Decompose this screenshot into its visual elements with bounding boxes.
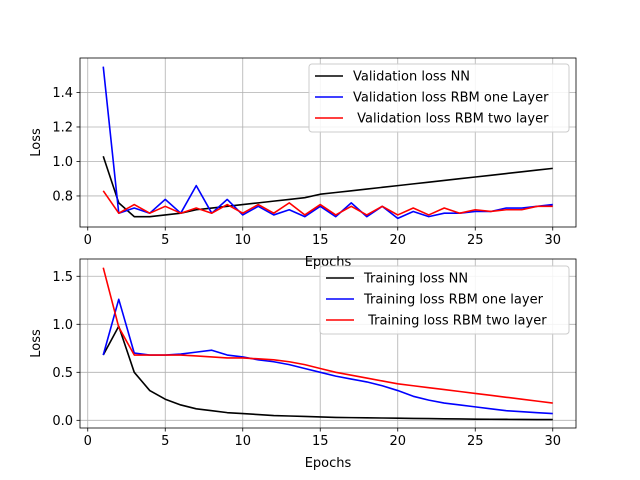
chart-1-legend: Validation loss NN Validation loss RBM on… bbox=[308, 63, 570, 133]
chart-2: 0 5 10 15 20 25 30 0.0 0.5 1.0 1.5 Epochs Loss Traini… bbox=[29, 258, 577, 471]
chart-1-series-line-3 bbox=[102, 190, 553, 216]
chart-2-y-tick-label: 0.0 bbox=[52, 414, 73, 429]
chart-1-legend-label-2: Validation loss RBM one Layer bbox=[353, 91, 549, 106]
chart-2-y-tick-label: 0.5 bbox=[52, 366, 73, 381]
chart-2-x-axis-label: Epochs bbox=[305, 456, 352, 471]
chart-2-x-tick-label: 15 bbox=[312, 434, 329, 449]
chart-1-y-tick-label: 0.8 bbox=[52, 189, 73, 204]
chart-2-y-tick-label: 1.0 bbox=[52, 318, 73, 333]
chart-1-series-line-2 bbox=[102, 66, 553, 220]
chart-2-legend-label-3: Training loss RBM two layer bbox=[364, 314, 547, 329]
chart-1-y-tick-label: 1.0 bbox=[52, 155, 73, 170]
chart-1-legend-box bbox=[308, 63, 570, 133]
chart-1-x-tick-label: 30 bbox=[544, 233, 561, 248]
chart-1-x-tick-label: 5 bbox=[161, 233, 169, 248]
chart-2-x-tick-label: 10 bbox=[234, 434, 251, 449]
chart-2-series-line-1 bbox=[102, 325, 553, 421]
chart-2-legend: Training loss NN Training loss RBM one la… bbox=[319, 265, 570, 335]
chart-1-x-tick-label: 10 bbox=[234, 233, 251, 248]
chart-1-y-tick-label: 1.4 bbox=[52, 86, 73, 101]
chart-2-legend-label-1: Training loss NN bbox=[363, 272, 468, 287]
chart-2-x-tick-label: 30 bbox=[544, 434, 561, 449]
chart-2-y-axis-label: Loss bbox=[29, 329, 44, 358]
chart-2-x-tick-label: 0 bbox=[84, 434, 92, 449]
chart-1-x-tick-label: 0 bbox=[84, 233, 92, 248]
chart-2-series-line-3 bbox=[102, 267, 553, 404]
chart-2-legend-label-2: Training loss RBM one layer bbox=[363, 293, 544, 308]
chart-1-axes-frame bbox=[79, 57, 577, 228]
chart-2-y-tick-label: 1.5 bbox=[52, 270, 73, 285]
chart-2-x-tick-label: 20 bbox=[389, 434, 406, 449]
chart-2-x-tick-label: 25 bbox=[467, 434, 484, 449]
chart-1-y-tick-label: 1.2 bbox=[52, 120, 73, 135]
chart-1-x-tick-label: 20 bbox=[389, 233, 406, 248]
chart-1-y-axis-label: Loss bbox=[29, 128, 44, 157]
chart-1-legend-label-3: Validation loss RBM two layer bbox=[353, 112, 549, 127]
chart-1-x-tick-label: 15 bbox=[312, 233, 329, 248]
chart-2-legend-box bbox=[319, 265, 570, 335]
chart-1: 0 5 10 15 20 25 300.81.01.21.4EpochsLossValida… bbox=[29, 57, 577, 270]
chart-2-x-tick-label: 5 bbox=[161, 434, 169, 449]
chart-1-x-tick-label: 25 bbox=[467, 233, 484, 248]
chart-1-legend-label-1: Validation loss NN bbox=[353, 70, 470, 85]
chart-2-axes-frame bbox=[79, 258, 577, 429]
chart-1-series-line-1 bbox=[102, 156, 553, 218]
